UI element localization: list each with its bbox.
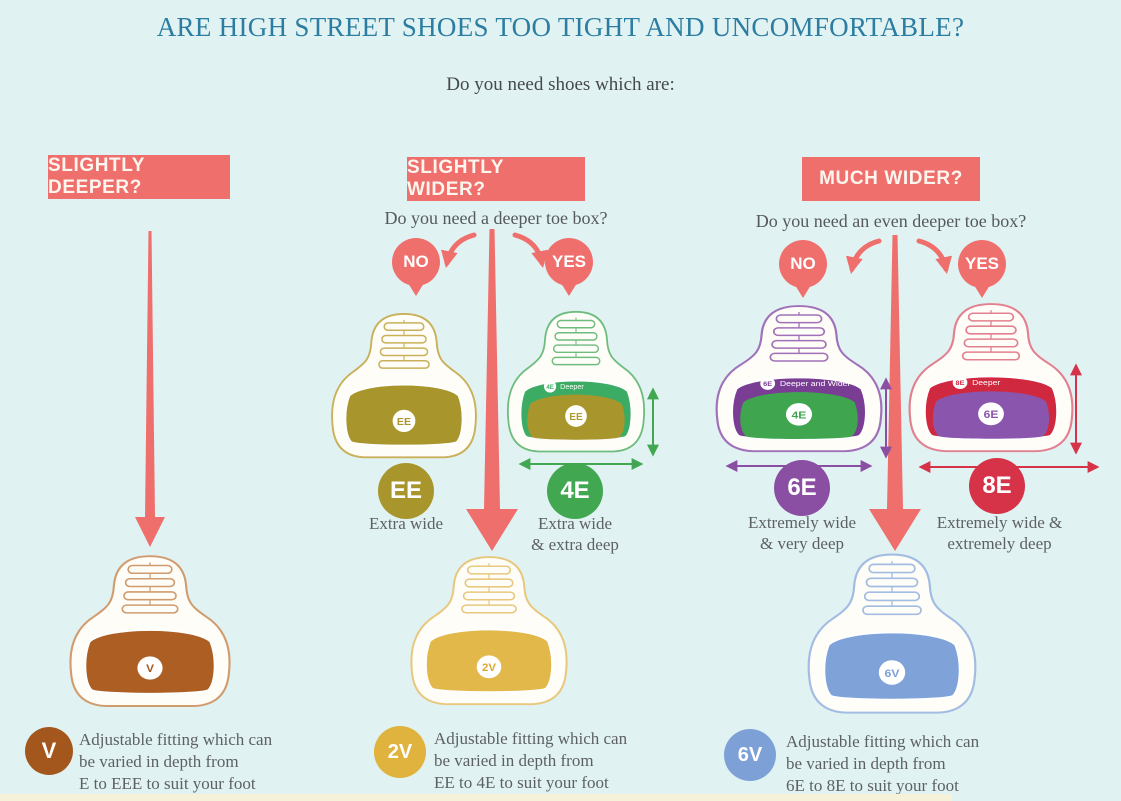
shoe-option-6e: 4E 6E Deeper and Wider xyxy=(712,300,886,458)
fitting-badge-label: 8E xyxy=(982,472,1012,499)
ribbon-label: SLIGHTLY DEEPER? xyxy=(48,155,145,198)
fitting-caption-ee: Extra wide xyxy=(368,514,444,533)
fitting-description-v: Adjustable fitting which can be varied i… xyxy=(79,730,273,793)
depth-arrow-4e xyxy=(645,380,661,464)
fitting-badge-label: 6E xyxy=(787,474,817,501)
ribbon-much-wider: MUCH WIDER? xyxy=(802,157,980,201)
fitting-badge-6e: 6E xyxy=(774,460,830,516)
answer-label-no: NO xyxy=(403,252,429,271)
ribbon-label: MUCH WIDER? xyxy=(819,168,963,189)
curved-arrow-right xyxy=(916,238,952,281)
fitting-badge-8e: 8E xyxy=(969,458,1025,514)
svg-text:Deeper: Deeper xyxy=(972,379,1000,387)
ribbon-label: SLIGHTLY WIDER? xyxy=(407,157,504,200)
curved-arrow-left xyxy=(441,232,477,275)
fitting-badge-ee: EE xyxy=(378,463,434,519)
svg-text:6E: 6E xyxy=(763,382,772,388)
question-deeper-toe-box: Do you need a deeper toe box? xyxy=(384,208,608,228)
answer-label-no: NO xyxy=(790,254,816,273)
depth-arrow-8e xyxy=(1068,356,1084,462)
fitting-badge-label: 4E xyxy=(560,477,590,504)
fitting-badge-label: EE xyxy=(389,477,422,504)
svg-text:EE: EE xyxy=(569,412,583,423)
answer-bubble-no: NO xyxy=(779,240,827,288)
shoe-option-8e: 6E 8E Deeper xyxy=(905,298,1077,458)
fitting-caption-4e: Extra wide & extra deep xyxy=(531,514,619,554)
svg-text:6E: 6E xyxy=(984,410,999,421)
shoe-option-ee: EE xyxy=(328,308,480,464)
shoe-result-v: V xyxy=(66,550,234,713)
curved-arrow-left xyxy=(846,238,882,281)
fitting-badge-label: V xyxy=(41,738,57,763)
fitting-caption-6e: Extremely wide & very deep xyxy=(747,513,857,553)
shoe-result-2v: 2V xyxy=(407,551,571,711)
svg-text:2V: 2V xyxy=(482,662,497,674)
svg-text:6V: 6V xyxy=(884,666,899,679)
svg-text:4E: 4E xyxy=(792,410,807,421)
depth-arrow-6e xyxy=(878,370,894,466)
page-title: ARE HIGH STREET SHOES TOO TIGHT AND UNCO… xyxy=(156,12,965,42)
fitting-badge-6v: 6V xyxy=(724,729,776,781)
fitting-badge-label: 6V xyxy=(737,743,763,766)
down-arrow xyxy=(129,231,171,547)
svg-text:8E: 8E xyxy=(956,381,965,388)
page-subtitle: Do you need shoes which are: xyxy=(446,74,675,95)
answer-label-yes: YES xyxy=(964,254,1000,273)
curved-arrow-right xyxy=(512,232,548,275)
question-even-deeper-toe-box: Do you need an even deeper toe box? xyxy=(755,211,1027,231)
svg-text:Deeper: Deeper xyxy=(560,382,584,391)
svg-text:EE: EE xyxy=(397,416,411,428)
fitting-description-6v: Adjustable fitting which can be varied i… xyxy=(786,732,980,795)
svg-text:V: V xyxy=(146,664,154,676)
shoe-result-6v: 6V xyxy=(804,548,980,720)
ribbon-slightly-deeper: SLIGHTLY DEEPER? xyxy=(48,155,230,199)
svg-text:4E: 4E xyxy=(546,384,553,391)
ribbon-slightly-wider: SLIGHTLY WIDER? xyxy=(407,157,585,201)
shoe-option-4e: EE 4E Deeper xyxy=(504,306,648,458)
answer-bubble-yes: YES xyxy=(545,238,593,286)
svg-text:Deeper and Wider: Deeper and Wider xyxy=(780,380,851,388)
answer-label-yes: YES xyxy=(551,252,587,271)
footer-strip xyxy=(0,794,952,801)
fitting-badge-4e: 4E xyxy=(547,463,603,519)
answer-bubble-yes: YES xyxy=(958,240,1006,288)
fitting-description-2v: Adjustable fitting which can be varied i… xyxy=(434,729,628,792)
answer-bubble-no: NO xyxy=(392,238,440,286)
down-arrow xyxy=(868,235,922,551)
fitting-caption-8e: Extremely wide & extremely deep xyxy=(936,513,1063,553)
down-arrow xyxy=(465,229,519,551)
fitting-badge-v: V xyxy=(25,727,73,775)
fitting-badge-2v: 2V xyxy=(374,726,426,778)
fitting-badge-label: 2V xyxy=(387,740,413,763)
